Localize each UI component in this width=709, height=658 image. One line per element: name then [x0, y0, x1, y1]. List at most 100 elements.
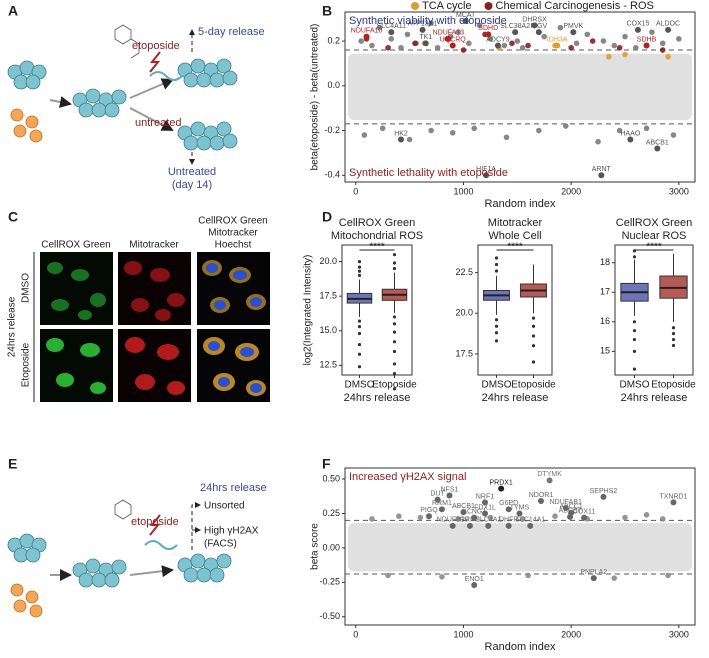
- point: [428, 20, 434, 26]
- y-tick-label: 20.0: [455, 308, 473, 318]
- point: [568, 44, 574, 51]
- outlier: [531, 344, 536, 348]
- point: [616, 127, 623, 134]
- gene-label: COX11: [573, 508, 596, 515]
- row-label: Etoposide: [21, 342, 32, 387]
- annotation: Increased γH2AX signal: [349, 471, 466, 483]
- outlier: [632, 367, 637, 371]
- x-axis-label: Random index: [485, 198, 556, 210]
- outlier: [494, 331, 499, 335]
- y-axis-label: beta score: [310, 523, 321, 570]
- gene-point: [535, 29, 542, 36]
- point: [573, 40, 580, 47]
- panel-label: A: [8, 3, 18, 19]
- y-tick-label: 17: [600, 287, 610, 297]
- gene-point: [554, 42, 561, 49]
- gene-label: IDH3A: [547, 36, 568, 43]
- column-title: CellROX Green: [41, 240, 110, 251]
- point: [509, 40, 515, 47]
- point: [455, 29, 461, 35]
- legend-marker: [411, 2, 419, 10]
- untreated-label: untreated: [135, 117, 181, 129]
- gene-label: ABCB1: [452, 503, 475, 510]
- point: [385, 572, 391, 579]
- point: [600, 38, 607, 44]
- plot-frame: [344, 11, 696, 183]
- release-label: 24hrs release: [200, 482, 267, 494]
- gene-point: [438, 506, 445, 513]
- outlier: [531, 334, 536, 338]
- point: [428, 127, 434, 134]
- gene-point: [426, 513, 432, 520]
- gene-label: NDUFA10: [351, 27, 383, 34]
- outlier: [494, 262, 499, 267]
- gene-label: PMVK: [563, 23, 583, 30]
- outlier: [357, 324, 362, 329]
- point: [369, 516, 375, 522]
- gene-label: NDUFB10: [437, 517, 469, 524]
- gene-point: [449, 522, 456, 529]
- gene-label: PIGV: [530, 23, 547, 30]
- x-tick-label: 1000: [453, 186, 473, 196]
- point: [589, 38, 596, 44]
- x-tick-label: 1000: [453, 629, 473, 639]
- point: [487, 514, 494, 521]
- outlier: [632, 329, 637, 333]
- gene-label: SLC38A2: [500, 23, 530, 30]
- gene-label: HK2: [394, 130, 408, 137]
- gene-point: [505, 522, 512, 529]
- gene-label: FDX1L: [474, 504, 496, 511]
- gene-label: PNPLA2: [580, 569, 607, 576]
- point: [643, 512, 650, 518]
- y-tick-label: 22.5: [455, 267, 473, 277]
- outlier: [671, 337, 676, 342]
- outlier: [632, 349, 637, 353]
- gene-point: [600, 493, 607, 500]
- y-tick-label: 0.2: [327, 35, 340, 45]
- column-title: Mitotracker: [129, 240, 179, 251]
- gene-label: MCAT: [456, 12, 476, 19]
- outlier: [632, 255, 637, 259]
- point: [460, 47, 467, 53]
- significance: ****: [646, 242, 662, 253]
- point: [471, 125, 478, 132]
- chart-title: Nuclear ROS: [622, 230, 687, 242]
- point: [398, 44, 404, 51]
- gene-point: [627, 136, 634, 143]
- gene-point: [471, 514, 478, 521]
- point: [385, 44, 391, 51]
- gene-label: COX15: [626, 21, 649, 28]
- plot-frame: [614, 244, 694, 376]
- point: [519, 516, 526, 522]
- gene-label: ALDOC: [656, 21, 680, 28]
- gene-point: [567, 513, 574, 520]
- gene-point: [581, 514, 588, 521]
- gene-label: DUT: [430, 491, 445, 498]
- gene-label: RRM1: [432, 500, 452, 507]
- outlier: [357, 273, 362, 278]
- point: [557, 24, 564, 31]
- point: [552, 513, 558, 520]
- plot-frame: [341, 244, 413, 376]
- y-tick-label: 0.0: [327, 80, 340, 90]
- point: [536, 127, 542, 134]
- outlier: [392, 315, 397, 319]
- point: [584, 31, 591, 38]
- gene-label: NRF1: [476, 493, 494, 500]
- chart-title: Whole Cell: [488, 230, 541, 242]
- outlier: [671, 343, 676, 348]
- point: [503, 134, 510, 141]
- gene-label: NDUFA13: [433, 30, 465, 37]
- row-label: DMSO: [21, 273, 32, 303]
- y-tick-label: -0.25: [319, 577, 340, 587]
- gene-label: DHRSX: [522, 16, 547, 23]
- gene-point: [419, 26, 426, 33]
- outlier: [392, 266, 397, 271]
- column-title: CellROX Green: [198, 216, 267, 227]
- y-axis-label: log2(Integrated Intensity): [303, 255, 314, 366]
- gene-label: DHFR: [499, 517, 518, 524]
- x-tick-label: DMSO: [345, 380, 375, 391]
- point: [659, 516, 666, 522]
- outlier: [357, 342, 362, 347]
